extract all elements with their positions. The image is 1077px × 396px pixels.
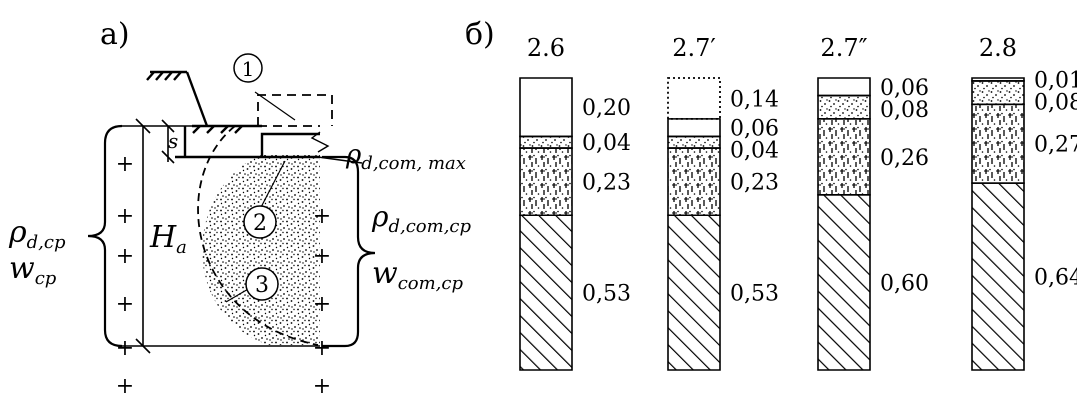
layer-value: 0,53	[730, 282, 779, 307]
layer-hatch	[668, 215, 720, 370]
callout-1: 1	[233, 53, 263, 83]
w-cp-label: wcp	[9, 251, 57, 289]
layer-value: 0,08	[1034, 90, 1077, 115]
svg-text:+: +	[313, 292, 331, 317]
rho-d-cp-label: ρd,cp	[8, 215, 66, 253]
panel-a: а)	[8, 17, 472, 396]
layer-dots	[972, 80, 1024, 105]
layer-value: 0,23	[730, 171, 779, 196]
left-brace	[87, 124, 123, 348]
svg-text:+: +	[116, 204, 134, 229]
layer-value: 0,23	[582, 171, 631, 196]
layer-outline	[519, 214, 573, 371]
svg-text:2: 2	[253, 211, 267, 236]
layer-value: 0,20	[582, 96, 631, 121]
compaction-boundary	[197, 125, 319, 346]
right-brace	[322, 155, 376, 348]
s-label: s	[168, 129, 178, 153]
svg-text:+: +	[116, 152, 134, 177]
column-title: 2.8	[979, 34, 1017, 62]
soil-column: 2.7″ 0,060,08 0,26 0,60	[817, 34, 929, 371]
svg-text:+: +	[313, 204, 331, 229]
svg-text:+: +	[313, 244, 331, 269]
layer-dots	[520, 136, 572, 149]
soil-column: 2.8 0,010,08 0,27 0,64	[971, 34, 1077, 371]
svg-text:+: +	[313, 336, 331, 361]
layer-value: 0,08	[880, 98, 929, 123]
layer-hatch	[520, 215, 572, 370]
layer-value: 0,14	[730, 87, 779, 112]
layer-dash	[520, 148, 572, 216]
layer-blank	[972, 78, 1024, 81]
rho-max-pointer	[317, 156, 363, 164]
svg-text:+: +	[116, 244, 134, 269]
svg-text:+: +	[313, 374, 331, 396]
layer-blank	[520, 78, 572, 137]
callout-2: 2	[243, 205, 277, 239]
column-title: 2.7″	[820, 34, 867, 62]
soil-column: 2.7′ 0,14 0,060,04 0,23 0,53	[667, 34, 779, 371]
layer-value: 0,06	[730, 117, 779, 142]
column-title: 2.7′	[672, 34, 716, 62]
layer-value: 0,26	[880, 146, 929, 171]
ha-dimension	[118, 118, 320, 354]
soil-columns: 2.60,200,040,230,532.7′0,140,060,040,230…	[519, 34, 1077, 371]
layer-blank	[668, 118, 720, 137]
leader-2	[257, 160, 286, 214]
svg-text:+: +	[116, 374, 134, 396]
layer-value: 0,01	[1034, 68, 1077, 93]
plus-marks: + + + + + + + + + + +	[116, 152, 331, 396]
leader-1	[254, 91, 296, 121]
w-com-cp-label: wcom,cp	[372, 256, 463, 294]
layer-value: 0,64	[1034, 266, 1077, 291]
ground-slope	[146, 70, 262, 134]
compacted-zone	[202, 155, 320, 345]
layer-value: 0,53	[582, 282, 631, 307]
svg-text:+: +	[116, 292, 134, 317]
callout-3: 3	[245, 267, 279, 301]
soil-column: 2.6 0,20 0,04 0,23 0,53	[519, 34, 631, 371]
layer-value: 0,04	[730, 139, 779, 164]
ha-label: Ha	[149, 220, 187, 258]
layer-hatch	[818, 194, 870, 370]
layer-value: 0,06	[880, 76, 929, 101]
layer-outline	[667, 214, 721, 371]
panel-b-label: б)	[465, 17, 495, 52]
svg-text:+: +	[116, 336, 134, 361]
layer-blank	[818, 78, 870, 96]
layer-value: 0,60	[880, 271, 929, 296]
rho-d-com-max-label: ρd,com, max	[345, 140, 466, 174]
layer-dots	[818, 95, 870, 119]
layer-dash	[818, 118, 870, 195]
svg-text:3: 3	[255, 273, 269, 298]
layer-hatch	[972, 183, 1024, 370]
rho-d-com-cp-label: ρd,com,cp	[371, 200, 472, 237]
layer-value: 0,27	[1034, 133, 1077, 158]
layer-dash	[972, 104, 1024, 184]
break-mark	[310, 131, 330, 153]
panel-a-label: а)	[100, 17, 130, 52]
panel-b: б) 2.60,200,040,230,532.7′0,140,060,040,…	[465, 17, 1077, 371]
column-title: 2.6	[527, 34, 565, 62]
svg-text:1: 1	[242, 57, 255, 81]
layer-blank-dotted	[668, 78, 720, 119]
layer-dash	[668, 148, 720, 216]
layer-outline	[817, 194, 871, 371]
layer-dots	[668, 136, 720, 149]
layer-outline	[971, 182, 1025, 371]
dashed-element-1	[257, 94, 333, 127]
layer-value: 0,04	[582, 131, 631, 156]
